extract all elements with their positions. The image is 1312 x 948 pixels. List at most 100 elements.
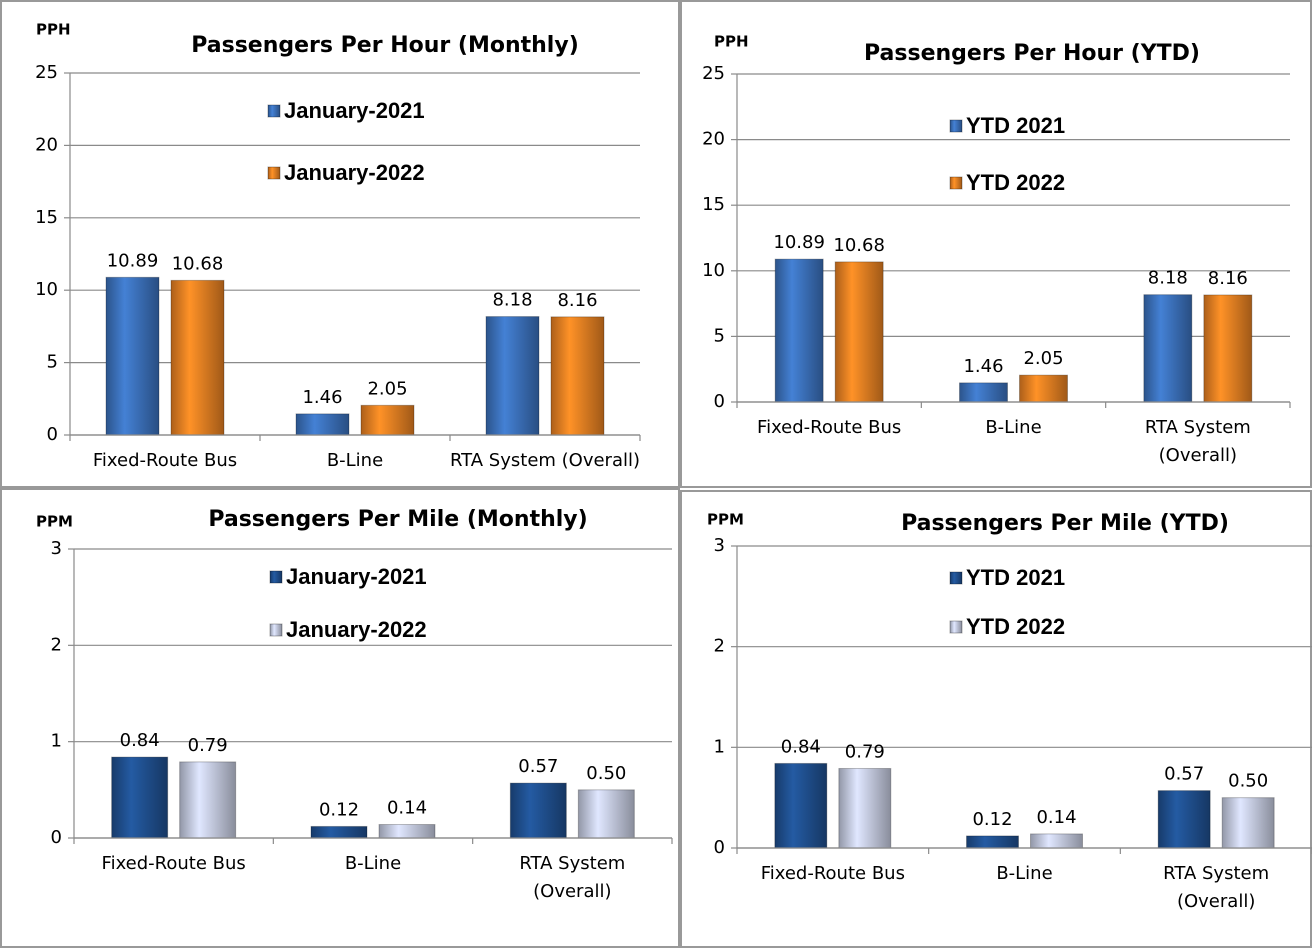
y-tick-label: 25 [35, 62, 58, 83]
legend-label: January-2021 [286, 564, 427, 589]
x-tick-label-box: B-Line [985, 417, 1042, 438]
panel-border [680, 0, 1312, 488]
chart-title: Passengers Per Mile (Monthly) [208, 507, 587, 532]
legend-label: January-2021 [284, 98, 425, 123]
bar [179, 761, 237, 839]
x-tick-label-box: Fixed-Route Bus [761, 863, 905, 884]
data-label: 10.68 [833, 235, 885, 256]
data-label: 10.68 [172, 253, 224, 274]
bar [834, 261, 884, 403]
y-axis-label: PPH [714, 33, 749, 51]
data-label: 0.12 [319, 799, 359, 820]
panel-border [680, 490, 1312, 948]
x-tick-label: B-Line [985, 417, 1042, 438]
data-label: 0.12 [972, 809, 1012, 830]
y-tick-label: 1 [51, 731, 62, 752]
data-label: 2.05 [1023, 348, 1063, 369]
data-label: 0.84 [120, 730, 160, 751]
chart-title: Passengers Per Hour (Monthly) [191, 33, 579, 58]
legend-label: January-2022 [286, 617, 427, 642]
bar [111, 756, 169, 839]
y-axis-label: PPM [707, 511, 744, 529]
x-tick-label-box: Fixed-Route Bus [101, 853, 246, 874]
data-label: 0.50 [586, 763, 626, 784]
y-tick-label: 20 [702, 129, 725, 150]
legend-swatch [269, 570, 283, 584]
x-tick-label-box: RTA System (Overall) [449, 450, 641, 471]
y-tick-label: 0 [714, 837, 725, 858]
data-label: 0.14 [1036, 807, 1076, 828]
bar [1203, 294, 1253, 403]
x-tick-label: RTA System (Overall) [1163, 863, 1270, 912]
data-label: 0.79 [845, 741, 885, 762]
legend-swatch [949, 119, 963, 133]
y-axis-label: PPH [36, 21, 71, 39]
data-label: 0.57 [518, 756, 558, 777]
legend-label: YTD 2022 [966, 614, 1065, 639]
bar [378, 824, 436, 839]
bar [550, 316, 605, 436]
legend-swatch [267, 166, 281, 180]
y-tick-label: 2 [51, 634, 62, 655]
data-label: 8.18 [1148, 268, 1188, 289]
data-label: 0.50 [1228, 771, 1268, 792]
data-label: 8.16 [557, 290, 597, 311]
bar [1221, 797, 1275, 849]
y-tick-label: 3 [714, 535, 725, 556]
legend-label: January-2022 [284, 160, 425, 185]
panel-border [0, 488, 680, 948]
y-axis-label: PPM [36, 513, 73, 531]
data-label: 0.57 [1164, 764, 1204, 785]
bar [170, 279, 225, 436]
x-tick-label-box: Fixed-Route Bus [93, 450, 237, 471]
legend-swatch [949, 571, 963, 585]
legend-label: YTD 2021 [966, 565, 1065, 590]
bar [838, 767, 892, 849]
data-label: 8.18 [492, 290, 532, 311]
x-tick-label: RTA System (Overall) [1144, 417, 1251, 466]
x-tick-label: RTA System (Overall) [449, 450, 641, 471]
bar [295, 413, 350, 436]
bar [105, 276, 160, 436]
y-tick-label: 15 [35, 207, 58, 228]
x-tick-label: B-Line [326, 450, 384, 471]
y-tick-label: 25 [702, 63, 725, 84]
x-tick-label: Fixed-Route Bus [757, 417, 902, 438]
chart-title: Passengers Per Mile (YTD) [901, 511, 1229, 536]
x-tick-label-box: Fixed-Route Bus [757, 417, 902, 438]
y-tick-label: 2 [714, 636, 725, 657]
legend-label: YTD 2021 [966, 113, 1065, 138]
data-label: 8.16 [1208, 268, 1248, 289]
y-tick-label: 10 [35, 279, 58, 300]
bar [774, 762, 828, 849]
x-tick-label-box: RTA System (Overall) [1144, 417, 1251, 466]
bar [310, 825, 368, 839]
data-label: 1.46 [963, 356, 1003, 377]
data-label: 10.89 [107, 250, 159, 271]
bar [1157, 790, 1211, 849]
data-label: 0.79 [188, 735, 228, 756]
data-label: 1.46 [302, 387, 342, 408]
data-label: 0.14 [387, 798, 427, 819]
bar [509, 782, 567, 839]
data-label: 0.84 [781, 736, 821, 757]
y-tick-label: 5 [47, 352, 58, 373]
y-tick-label: 10 [702, 260, 725, 281]
x-tick-label: Fixed-Route Bus [101, 853, 246, 874]
legend-swatch [267, 104, 281, 118]
legend-swatch [269, 623, 283, 637]
bar [774, 258, 824, 403]
bar [1030, 833, 1083, 849]
legend-swatch [949, 176, 963, 190]
x-tick-label-box: RTA System (Overall) [519, 853, 626, 902]
y-tick-label: 15 [702, 194, 725, 215]
data-label: 10.89 [773, 232, 825, 253]
x-tick-label-box: B-Line [996, 863, 1052, 884]
y-tick-label: 0 [47, 424, 58, 445]
bar [485, 316, 540, 436]
y-tick-label: 3 [51, 538, 62, 559]
y-tick-label: 1 [714, 736, 725, 757]
bar [959, 382, 1008, 403]
x-tick-label: RTA System (Overall) [519, 853, 626, 902]
